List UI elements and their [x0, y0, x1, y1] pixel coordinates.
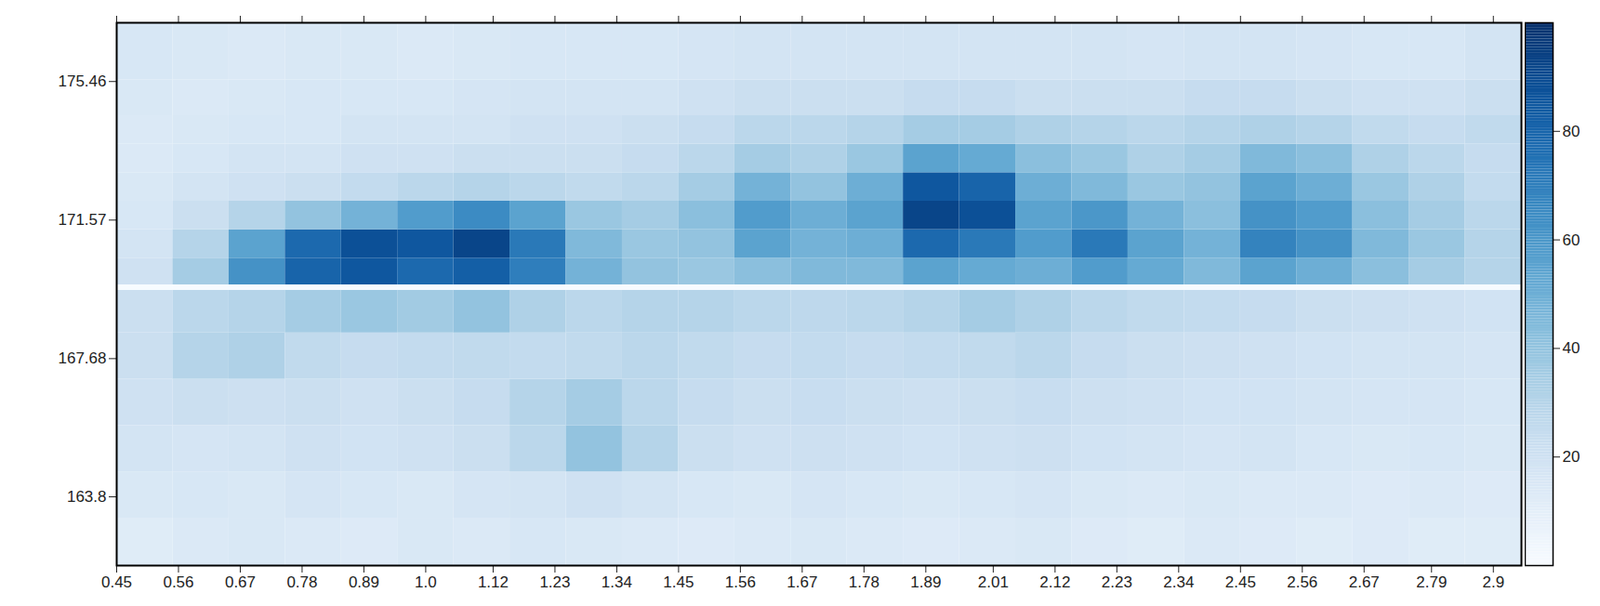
svg-text:167.68: 167.68 — [58, 349, 107, 368]
svg-text:2.23: 2.23 — [1101, 573, 1133, 592]
svg-text:175.46: 175.46 — [58, 72, 107, 91]
svg-text:0.56: 0.56 — [162, 573, 194, 592]
svg-text:2.45: 2.45 — [1225, 573, 1257, 592]
svg-text:171.57: 171.57 — [58, 211, 107, 229]
svg-text:1.45: 1.45 — [662, 573, 694, 592]
svg-text:2.01: 2.01 — [978, 573, 1009, 592]
svg-text:1.67: 1.67 — [786, 573, 818, 592]
svg-text:1.56: 1.56 — [725, 573, 756, 592]
svg-text:40: 40 — [1562, 339, 1581, 358]
svg-text:0.78: 0.78 — [286, 573, 318, 592]
svg-text:1.89: 1.89 — [910, 573, 941, 592]
svg-text:0.67: 0.67 — [224, 573, 256, 592]
svg-text:2.56: 2.56 — [1286, 573, 1318, 592]
svg-text:1.23: 1.23 — [539, 573, 570, 592]
svg-text:163.8: 163.8 — [66, 488, 107, 506]
svg-text:20: 20 — [1562, 448, 1581, 466]
svg-text:2.34: 2.34 — [1163, 573, 1194, 592]
svg-text:2.9: 2.9 — [1481, 573, 1505, 592]
svg-text:2.12: 2.12 — [1039, 573, 1071, 592]
svg-text:2.67: 2.67 — [1348, 573, 1380, 592]
svg-text:80: 80 — [1562, 122, 1581, 141]
svg-text:1.34: 1.34 — [601, 573, 633, 592]
svg-text:0.89: 0.89 — [348, 573, 380, 592]
svg-text:1.0: 1.0 — [414, 573, 437, 592]
svg-text:0.45: 0.45 — [101, 573, 133, 592]
svg-text:60: 60 — [1562, 231, 1581, 250]
svg-text:1.12: 1.12 — [477, 573, 509, 592]
svg-text:1.78: 1.78 — [848, 573, 880, 592]
svg-text:2.79: 2.79 — [1415, 573, 1447, 592]
